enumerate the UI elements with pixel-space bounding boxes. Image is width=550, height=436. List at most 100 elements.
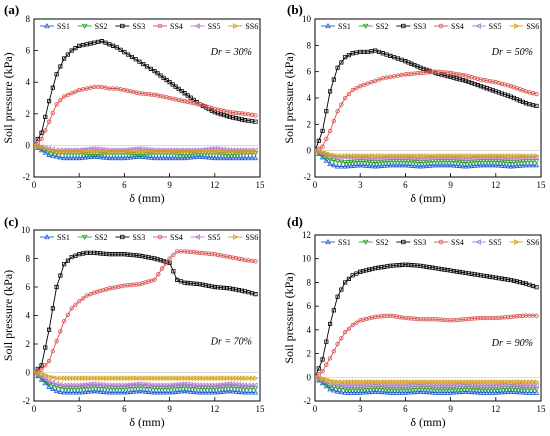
data-point [205, 389, 212, 395]
data-point [477, 159, 484, 165]
data-point [218, 108, 224, 113]
data-point [382, 153, 388, 159]
data-point [373, 153, 379, 159]
data-point [43, 114, 48, 120]
data-point [71, 375, 77, 381]
data-point [360, 386, 366, 392]
data-point [194, 375, 200, 381]
data-point [133, 388, 140, 394]
data-point [320, 149, 326, 155]
data-point [110, 148, 116, 155]
data-point [496, 162, 502, 168]
data-point [408, 389, 415, 395]
data-point [477, 162, 484, 168]
data-point [453, 389, 460, 395]
data-point [156, 271, 161, 277]
data-point [159, 266, 165, 271]
data-point [176, 97, 181, 103]
data-point [73, 302, 78, 307]
data-point [412, 316, 417, 321]
data-point [83, 375, 89, 381]
data-point [233, 110, 239, 116]
data-point [122, 50, 127, 55]
y-tick-label: 10 [302, 254, 312, 264]
data-point [352, 153, 358, 159]
data-point [394, 314, 399, 319]
data-point [463, 317, 468, 322]
data-point [409, 316, 414, 321]
data-point [468, 389, 475, 395]
data-point [172, 388, 179, 394]
data-point [230, 388, 236, 394]
data-point [409, 379, 415, 385]
data-point [58, 98, 63, 103]
data-point [339, 60, 344, 65]
data-point [343, 280, 348, 285]
data-point [134, 282, 139, 287]
x-tick-label: 3 [358, 404, 363, 414]
data-point [46, 373, 52, 380]
data-point [438, 159, 445, 165]
data-point [387, 389, 394, 395]
data-point [338, 386, 345, 392]
data-point [390, 162, 397, 168]
data-point [39, 136, 44, 142]
data-point [239, 148, 245, 155]
data-point [50, 385, 56, 391]
legend-marker [233, 234, 239, 240]
data-point [358, 318, 363, 323]
data-point [106, 389, 113, 395]
legend-marker [120, 23, 125, 29]
data-point [499, 153, 505, 159]
data-point [133, 57, 138, 62]
data-point [459, 386, 466, 392]
data-point [444, 387, 451, 393]
data-point [450, 159, 457, 165]
data-point [514, 153, 520, 159]
data-point [206, 148, 212, 155]
data-point [408, 159, 415, 165]
y-tick-label: 2 [307, 119, 312, 129]
data-point [339, 153, 345, 159]
data-point [92, 40, 97, 45]
legend-label: SS2 [95, 233, 108, 242]
data-point [517, 379, 523, 385]
data-point [65, 148, 71, 155]
data-point [366, 163, 373, 169]
data-point [89, 375, 95, 381]
data-point [35, 370, 41, 376]
data-point [363, 162, 370, 168]
data-point [484, 315, 489, 321]
data-point [334, 388, 341, 394]
data-point [490, 159, 496, 165]
data-point [137, 148, 143, 155]
data-point [339, 379, 345, 385]
data-point [338, 163, 345, 169]
data-point [70, 389, 76, 395]
data-point [54, 72, 59, 77]
data-point [474, 162, 481, 168]
data-point [54, 375, 60, 381]
data-point [151, 155, 158, 161]
data-point [429, 386, 436, 392]
data-point [505, 160, 511, 166]
data-point [520, 313, 526, 319]
data-point [327, 378, 333, 384]
data-point [372, 160, 379, 166]
data-point [358, 379, 364, 385]
data-point [148, 66, 153, 71]
data-point [502, 389, 508, 395]
data-point [163, 389, 170, 395]
data-point [409, 153, 415, 159]
data-point [517, 313, 523, 319]
data-point [85, 154, 92, 160]
data-point [43, 345, 48, 350]
data-point [466, 316, 471, 322]
data-point [53, 381, 59, 387]
data-point [188, 249, 193, 255]
data-point [212, 389, 218, 395]
data-point [447, 387, 454, 393]
data-point [418, 153, 424, 159]
data-point [520, 386, 526, 392]
data-point [53, 153, 60, 159]
